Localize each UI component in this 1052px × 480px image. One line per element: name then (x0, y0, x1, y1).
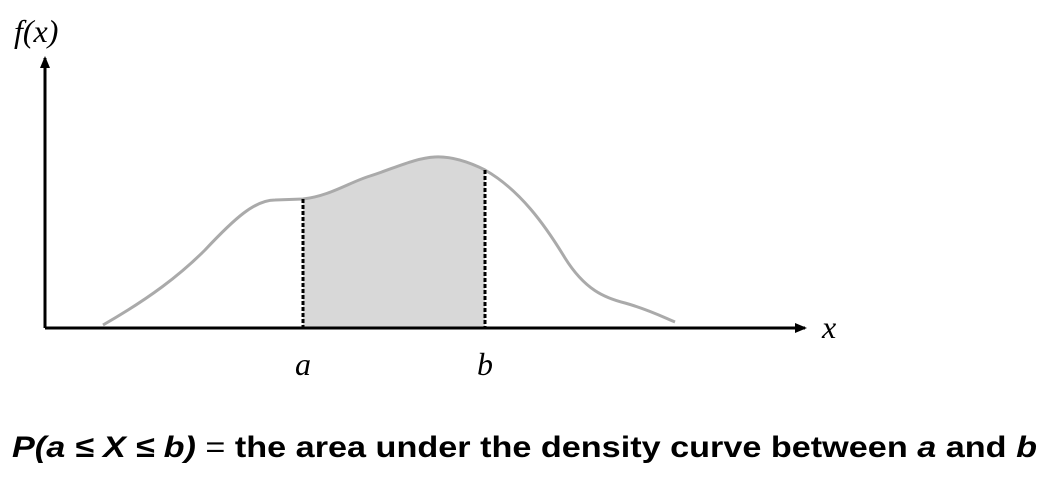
caption: P(a ≤ X ≤ b) = the area under the densit… (12, 431, 1037, 464)
x-axis-label: x (821, 309, 836, 345)
marker-a: a (295, 346, 311, 382)
caption-b: b (1016, 431, 1037, 464)
marker-b: b (477, 346, 493, 382)
caption-prefix: P(a ≤ X ≤ b) (12, 431, 196, 464)
y-axis-label: f(x) (14, 13, 58, 49)
caption-equals: = (205, 431, 225, 464)
shaded-area (303, 156, 485, 328)
density-curve (102, 155, 676, 327)
caption-and: and (946, 431, 1007, 464)
caption-text: the area under the density curve between (235, 431, 908, 464)
caption-a: a (917, 431, 936, 464)
